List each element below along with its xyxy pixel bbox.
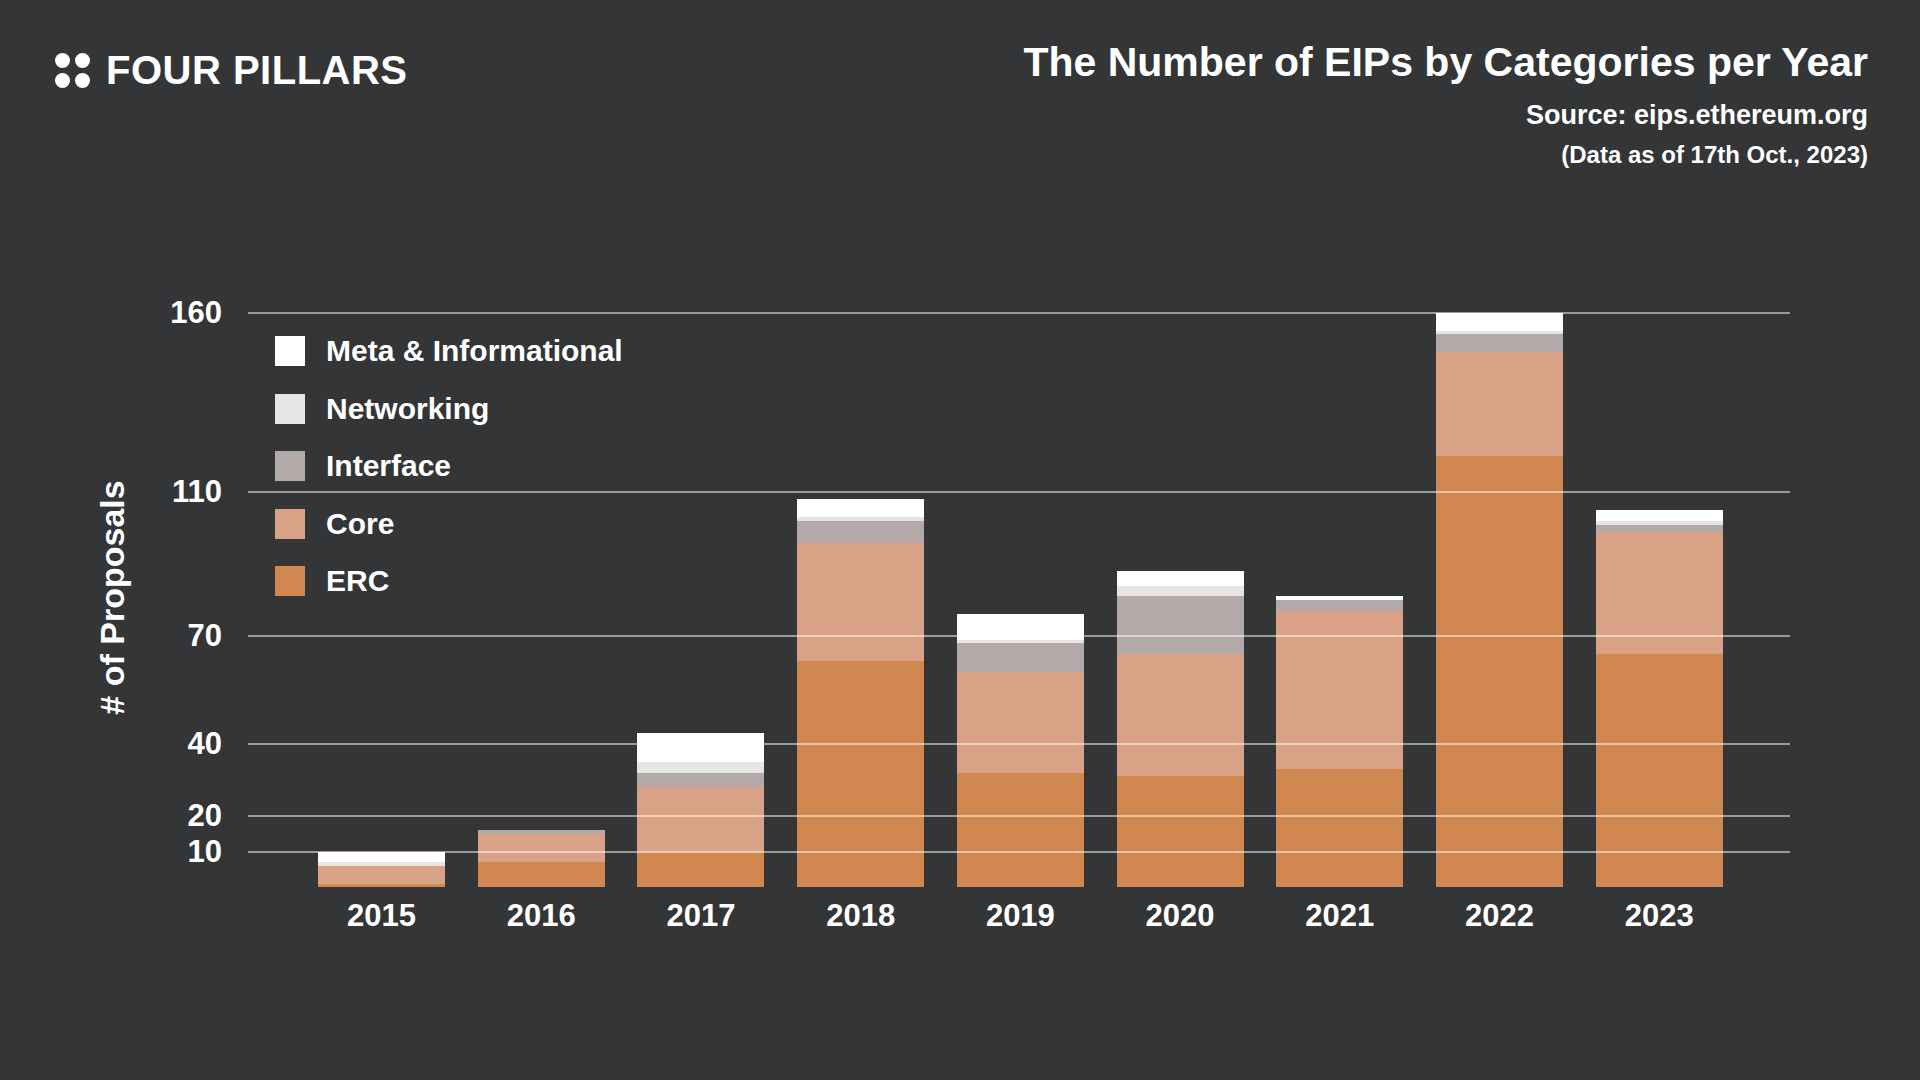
- gridline-110: [248, 491, 1790, 493]
- bar-segment-2017-erc: [637, 852, 764, 888]
- legend-swatch: [275, 509, 305, 539]
- legend-swatch: [275, 336, 305, 366]
- legend-label: Meta & Informational: [326, 334, 623, 368]
- y-tick-label-20: 20: [92, 798, 222, 834]
- bar-segment-2021-interface: [1276, 600, 1403, 611]
- bar-segment-2020-erc: [1117, 776, 1244, 887]
- gridline-20: [248, 815, 1790, 817]
- bar-segment-2018-interface: [797, 521, 924, 543]
- bar-segment-2015-meta-informational: [318, 852, 445, 863]
- bar-segment-2017-networking: [637, 762, 764, 773]
- bar-segment-2022-meta-informational: [1436, 313, 1563, 331]
- bar-segment-2022-networking: [1436, 331, 1563, 335]
- bar-segment-2018-networking: [797, 517, 924, 521]
- bar-segment-2018-meta-informational: [797, 499, 924, 517]
- x-tick-label-2021: 2021: [1260, 898, 1420, 934]
- bar-segment-2020-core: [1117, 654, 1244, 776]
- bar-segment-2017-meta-informational: [637, 733, 764, 762]
- bar-segment-2020-networking: [1117, 586, 1244, 597]
- bar-segment-2021-erc: [1276, 769, 1403, 888]
- y-tick-label-10: 10: [92, 834, 222, 870]
- bar-segment-2018-core: [797, 543, 924, 662]
- bar-segment-2015-core: [318, 866, 445, 884]
- bar-segment-2022-erc: [1436, 456, 1563, 887]
- legend-item-core: Core: [275, 509, 394, 539]
- legend-swatch: [275, 451, 305, 481]
- bar-segment-2016-erc: [478, 862, 605, 887]
- bar-segment-2023-meta-informational: [1596, 510, 1723, 521]
- bar-segment-2016-interface: [478, 830, 605, 834]
- stacked-bar-chart: # of Proposals 1601107040201020152016201…: [0, 0, 1920, 1080]
- legend-label: Interface: [326, 449, 451, 483]
- legend-item-networking: Networking: [275, 394, 489, 424]
- bar-segment-2015-erc: [318, 884, 445, 888]
- x-tick-label-2015: 2015: [302, 898, 462, 934]
- bar-segment-2018-erc: [797, 661, 924, 887]
- bar-segment-2019-core: [957, 672, 1084, 773]
- x-tick-label-2022: 2022: [1420, 898, 1580, 934]
- bar-segment-2021-meta-informational: [1276, 596, 1403, 600]
- legend-swatch: [275, 566, 305, 596]
- legend-label: Core: [326, 507, 394, 541]
- legend-item-erc: ERC: [275, 566, 389, 596]
- bar-segment-2022-core: [1436, 352, 1563, 456]
- x-tick-label-2023: 2023: [1579, 898, 1739, 934]
- bar-segment-2016-core: [478, 834, 605, 863]
- bar-segment-2017-core: [637, 787, 764, 852]
- x-tick-label-2017: 2017: [621, 898, 781, 934]
- bar-segment-2015-networking: [318, 862, 445, 866]
- gridline-10: [248, 851, 1790, 853]
- y-tick-label-40: 40: [92, 726, 222, 762]
- legend-swatch: [275, 394, 305, 424]
- bar-segment-2022-interface: [1436, 334, 1563, 352]
- y-tick-label-160: 160: [92, 295, 222, 331]
- x-tick-label-2020: 2020: [1100, 898, 1260, 934]
- gridline-40: [248, 743, 1790, 745]
- gridline-160: [248, 312, 1790, 314]
- legend-label: Networking: [326, 392, 489, 426]
- legend-item-interface: Interface: [275, 451, 451, 481]
- bar-segment-2019-erc: [957, 773, 1084, 888]
- y-tick-label-110: 110: [92, 474, 222, 510]
- gridline-70: [248, 635, 1790, 637]
- bar-segment-2019-networking: [957, 640, 1084, 644]
- bar-segment-2020-interface: [1117, 596, 1244, 653]
- legend-item-meta-informational: Meta & Informational: [275, 336, 623, 366]
- bar-segment-2023-interface: [1596, 525, 1723, 532]
- bar-segment-2023-networking: [1596, 521, 1723, 525]
- x-tick-label-2016: 2016: [461, 898, 621, 934]
- legend-label: ERC: [326, 564, 389, 598]
- x-tick-label-2019: 2019: [940, 898, 1100, 934]
- x-tick-label-2018: 2018: [781, 898, 941, 934]
- bar-segment-2019-interface: [957, 643, 1084, 672]
- y-tick-label-70: 70: [92, 618, 222, 654]
- bar-segment-2020-meta-informational: [1117, 571, 1244, 585]
- bar-segment-2017-interface: [637, 773, 764, 787]
